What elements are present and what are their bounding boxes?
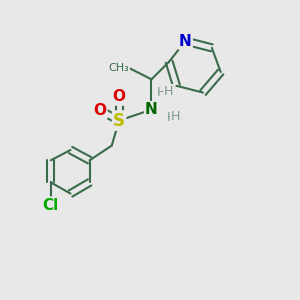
Text: N: N bbox=[179, 34, 192, 49]
Text: H: H bbox=[164, 85, 173, 98]
Text: H: H bbox=[157, 86, 167, 99]
Text: Cl: Cl bbox=[43, 198, 59, 213]
Text: N: N bbox=[145, 102, 158, 117]
Text: CH₃: CH₃ bbox=[109, 63, 129, 73]
Text: O: O bbox=[93, 103, 106, 118]
Text: S: S bbox=[113, 112, 125, 130]
Text: H: H bbox=[171, 110, 180, 123]
Text: H: H bbox=[167, 111, 176, 124]
Text: O: O bbox=[112, 89, 126, 104]
